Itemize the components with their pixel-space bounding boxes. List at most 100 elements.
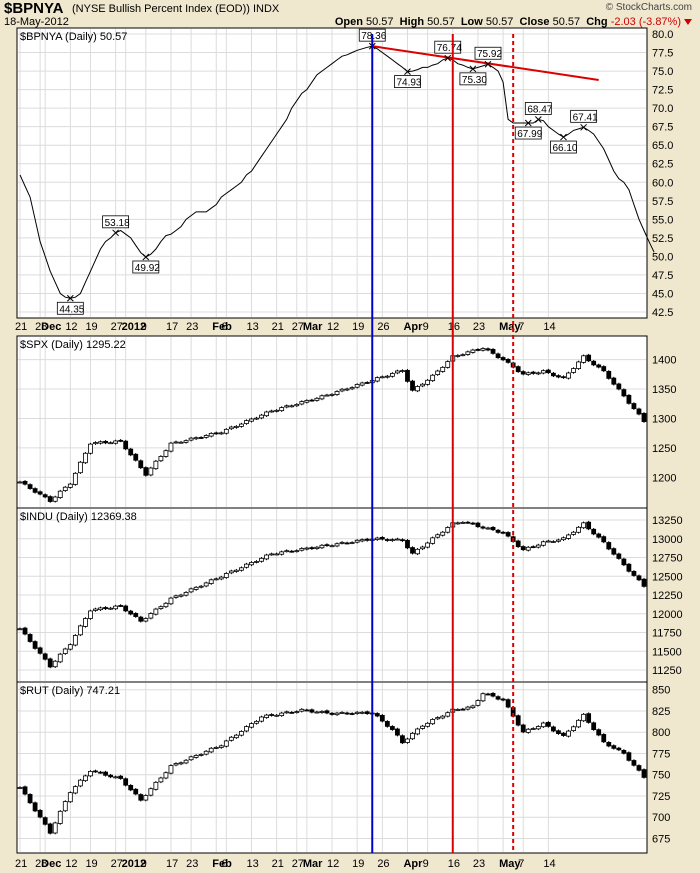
- candle-body: [314, 546, 320, 549]
- annotation-box: [394, 75, 421, 88]
- candle-body: [138, 616, 144, 622]
- candle-body: [193, 755, 199, 758]
- annotation-label: 67.99: [517, 129, 542, 140]
- candle-body: [530, 546, 536, 549]
- copyright: © StockCharts.com: [605, 2, 692, 13]
- candle-body: [354, 539, 360, 543]
- candle-body: [586, 713, 592, 723]
- candle-body: [606, 371, 612, 379]
- candle-body: [72, 635, 78, 646]
- candle-body: [22, 480, 28, 485]
- candle-body: [626, 394, 632, 404]
- candle-body: [636, 765, 642, 771]
- candle-body: [445, 361, 451, 368]
- y-tick-label: 12500: [652, 571, 683, 583]
- candle-body: [631, 760, 637, 766]
- candle-body: [384, 721, 390, 727]
- candle-body: [495, 696, 501, 700]
- x-tick-label: 27: [111, 321, 123, 333]
- candle-body: [339, 541, 345, 544]
- candle-body: [571, 531, 576, 535]
- x-tick-label: 28: [35, 321, 47, 333]
- candle-body: [153, 608, 159, 615]
- candle-body: [133, 613, 139, 617]
- x-tick-label: 21: [15, 858, 27, 870]
- candle-body: [143, 795, 149, 801]
- x-tick-label: 12: [65, 858, 77, 870]
- candle-body: [42, 817, 48, 825]
- y-tick-label: 1300: [652, 413, 676, 425]
- candle-body: [636, 575, 642, 581]
- candle-body: [98, 607, 103, 611]
- candle-body: [193, 437, 199, 440]
- x-tick-label: 19: [85, 858, 97, 870]
- candle-body: [435, 534, 441, 538]
- candle-body: [415, 386, 420, 392]
- candle-body: [57, 490, 63, 498]
- candle-body: [259, 716, 264, 722]
- candle-body: [52, 660, 58, 668]
- candle-body: [284, 405, 290, 408]
- candle-body: [163, 602, 169, 608]
- candle-body: [490, 526, 496, 531]
- candle-body: [77, 625, 83, 636]
- candle-body: [304, 400, 310, 403]
- candle-body: [500, 357, 506, 361]
- annotation-label: 74.93: [396, 78, 421, 89]
- candle-body: [183, 440, 189, 443]
- candle-body: [299, 548, 305, 551]
- candle-body: [465, 706, 471, 710]
- candle-body: [566, 534, 571, 539]
- candle-body: [626, 752, 632, 761]
- candle-body: [108, 442, 113, 445]
- candle-body: [183, 592, 189, 596]
- candle-body: [374, 537, 380, 540]
- annotation-box: [56, 301, 84, 315]
- x-tick-label: Apr: [403, 321, 423, 333]
- candle-body: [566, 730, 571, 737]
- candle-body: [540, 370, 546, 374]
- x-tick-label: 28: [35, 858, 47, 870]
- x-tick-label: 21: [272, 858, 284, 870]
- candle-body: [405, 539, 410, 549]
- candle-body: [264, 554, 269, 560]
- candle-body: [606, 542, 612, 550]
- candle-body: [329, 393, 335, 396]
- candle-body: [244, 420, 249, 424]
- candle-body: [389, 539, 395, 542]
- candle-body: [344, 388, 350, 391]
- candle-body: [430, 537, 436, 544]
- candle-body: [284, 711, 290, 714]
- candle-body: [208, 433, 214, 437]
- candle-body: [233, 425, 239, 428]
- candle-body: [520, 546, 526, 551]
- candle-body: [586, 354, 592, 362]
- x-tick-label: Feb: [212, 321, 232, 333]
- candle-body: [535, 544, 541, 548]
- candle-body: [158, 456, 164, 462]
- candle-body: [148, 788, 154, 796]
- y-tick-label: 75.0: [652, 66, 673, 78]
- annotation-label: 66.10: [552, 143, 577, 154]
- candle-body: [480, 526, 486, 529]
- symbol-title: $BPNYA: [4, 0, 64, 17]
- y-tick-label: 72.5: [652, 85, 673, 97]
- y-tick-label: 13250: [652, 515, 683, 527]
- candle-body: [213, 578, 219, 581]
- candle-body: [334, 543, 340, 547]
- candle-body: [621, 389, 627, 397]
- candle-body: [379, 376, 385, 379]
- candle-body: [556, 730, 561, 734]
- candle-body: [42, 494, 48, 498]
- x-tick-label: 12: [327, 321, 339, 333]
- x-tick-label: 2012: [122, 321, 146, 333]
- candle-body: [571, 726, 576, 731]
- annotation-box: [102, 215, 130, 229]
- quote-line: Open 50.57 High 50.57 Low 50.57 Close 50…: [335, 16, 692, 28]
- candle-body: [581, 713, 587, 722]
- annotation-label: 53.18: [105, 218, 130, 229]
- candle-body: [62, 648, 68, 654]
- candle-body: [540, 541, 546, 546]
- x-tick-label: Mar: [303, 858, 323, 870]
- y-tick-label: 52.5: [652, 233, 673, 245]
